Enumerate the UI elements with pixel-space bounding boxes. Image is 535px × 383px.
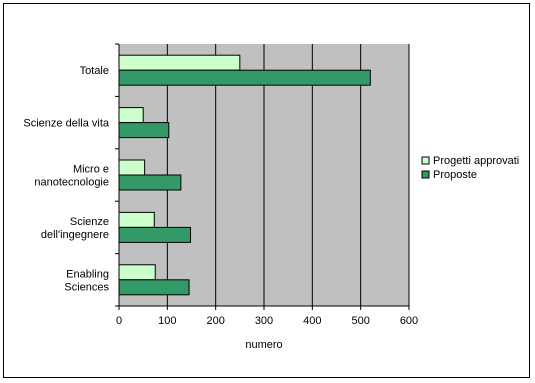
x-tick-label: 600 [400, 315, 418, 327]
bar-progetti-approvati [118, 159, 146, 176]
bar-progetti-approvati [118, 211, 155, 228]
x-tick-label: 400 [303, 315, 321, 327]
bar-progetti-approvati [118, 107, 144, 124]
legend-label: Proposte [433, 169, 477, 181]
category-label: Scienze della vita [23, 118, 109, 130]
bar-proposte [118, 69, 371, 86]
x-axis-title: numero [245, 339, 282, 351]
category-label: dell'ingegnere [41, 229, 109, 241]
category-label: Micro e [73, 164, 109, 176]
x-tick-label: 0 [116, 315, 122, 327]
bar-progetti-approvati [118, 54, 241, 71]
legend-label: Progetti approvati [433, 155, 519, 167]
x-tick-label: 200 [206, 315, 224, 327]
bar-proposte [118, 226, 192, 243]
category-label: Scienze [70, 216, 109, 228]
legend-swatch [421, 156, 430, 165]
legend-swatch [421, 170, 430, 179]
category-label: Enabling [66, 268, 109, 280]
chart-frame: Totale Scienze della vita Micro e nanotecno… [3, 3, 530, 378]
category-label: Sciences [64, 281, 109, 293]
category-label: Totale [80, 65, 109, 77]
bar-proposte [118, 279, 190, 296]
x-tick-label: 500 [351, 315, 369, 327]
x-tick-label: 100 [158, 315, 176, 327]
x-tick-label: 300 [255, 315, 273, 327]
bar-proposte [118, 174, 182, 191]
category-label: nanotecnologie [34, 177, 109, 189]
bar-proposte [118, 122, 170, 139]
bar-progetti-approvati [118, 264, 156, 281]
bar-chart: Totale Scienze della vita Micro enanotecno… [23, 43, 519, 351]
